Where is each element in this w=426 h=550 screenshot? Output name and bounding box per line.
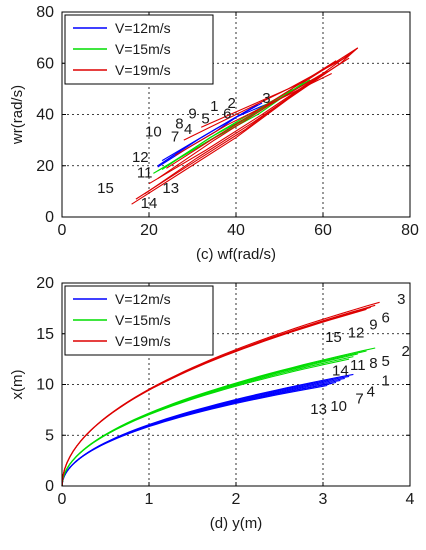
legend-label: V=15m/s <box>115 41 171 57</box>
legend-box <box>64 14 214 85</box>
annotation-label: 13 <box>310 401 327 418</box>
annotation-label: 7 <box>355 391 363 408</box>
x-tick-label: 40 <box>227 222 245 239</box>
annotation-label: 10 <box>330 398 347 415</box>
legend: V=12m/s V=15m/s V=19m/s <box>64 285 214 356</box>
series-line <box>166 78 315 167</box>
series-line <box>157 70 328 180</box>
series-line <box>148 75 320 185</box>
y-axis-label: wr(rad/s) <box>9 85 26 145</box>
series-line <box>61 381 337 487</box>
series-line <box>61 382 332 487</box>
series-line <box>131 47 359 205</box>
series-line <box>161 103 267 164</box>
series-2 <box>61 301 380 487</box>
legend-label: V=12m/s <box>115 20 171 36</box>
annotation-label: 3 <box>262 90 270 107</box>
annotation-label: 7 <box>171 129 179 146</box>
x-tick-label: 0 <box>58 491 67 508</box>
y-axis-label: x(m) <box>9 370 26 400</box>
y-tick-label: 80 <box>36 4 54 21</box>
legend-label: V=15m/s <box>115 312 171 328</box>
annotation-label: 11 <box>350 357 366 374</box>
annotation-label: 4 <box>367 384 375 401</box>
annotation-label: 10 <box>145 123 162 140</box>
y-tick-label: 20 <box>36 275 54 292</box>
x-axis-label: (d) y(m) <box>210 515 263 532</box>
x-tick-label: 3 <box>319 491 328 508</box>
legend-label: V=12m/s <box>115 291 171 307</box>
annotation-label: 6 <box>223 105 231 122</box>
y-tick-label: 0 <box>45 478 54 495</box>
annotation-label: 9 <box>188 105 196 122</box>
annotation-label: 9 <box>369 317 377 334</box>
series-line <box>61 353 358 487</box>
x-tick-label: 1 <box>145 491 154 508</box>
y-tick-label: 15 <box>36 326 54 343</box>
series-line <box>61 347 376 487</box>
annotation-label: 2 <box>227 95 235 112</box>
annotation-label: 12 <box>348 325 365 342</box>
series-line <box>200 47 359 128</box>
x-axis-label: (c) wf(rad/s) <box>196 246 276 263</box>
y-tick-label: 60 <box>36 55 54 72</box>
annotation-label: 11 <box>137 164 153 181</box>
annotation-label: 2 <box>401 343 409 360</box>
series-line <box>61 384 328 487</box>
annotation-label: 13 <box>162 180 179 197</box>
y-tick-label: 20 <box>36 158 54 175</box>
x-tick-label: 60 <box>314 222 332 239</box>
annotation-label: 4 <box>184 121 192 138</box>
annotation-label: 15 <box>97 180 114 197</box>
legend: V=12m/s V=15m/s V=19m/s <box>64 14 214 85</box>
series-line <box>61 356 354 487</box>
annotation-label: 5 <box>381 353 389 370</box>
x-tick-label: 0 <box>58 222 67 239</box>
series-line <box>61 373 354 487</box>
annotation-label: 6 <box>381 309 389 326</box>
annotation-label: 15 <box>325 329 342 346</box>
annotation-label: 3 <box>397 291 405 308</box>
annotation-label: 12 <box>132 149 149 166</box>
x-tick-label: 80 <box>401 222 419 239</box>
series-line <box>61 350 367 487</box>
x-tick-label: 4 <box>406 491 415 508</box>
series-line <box>61 358 350 487</box>
annotation-label: 5 <box>201 111 209 128</box>
x-tick-label: 2 <box>232 491 241 508</box>
x-tick-label: 20 <box>140 222 158 239</box>
y-tick-label: 5 <box>45 427 54 444</box>
legend-label: V=19m/s <box>115 62 171 78</box>
annotation-label: 8 <box>175 116 183 133</box>
legend-label: V=19m/s <box>115 333 171 349</box>
series-line <box>174 73 332 156</box>
annotation-label: 1 <box>381 372 389 389</box>
y-tick-label: 0 <box>45 209 54 226</box>
series-2 <box>131 47 359 205</box>
series-0 <box>61 373 354 487</box>
series-line <box>61 301 380 487</box>
annotation-label: 14 <box>332 362 349 379</box>
annotation-label: 8 <box>369 355 377 372</box>
annotation-label: 14 <box>141 195 158 212</box>
series-1 <box>61 347 376 487</box>
annotation-label: 1 <box>210 98 218 115</box>
y-tick-label: 40 <box>36 107 54 124</box>
y-tick-label: 10 <box>36 377 54 394</box>
